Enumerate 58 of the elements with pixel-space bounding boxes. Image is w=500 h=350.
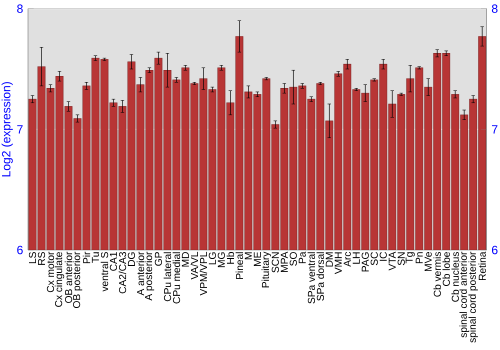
- x-tick-label: OB posterior: [72, 252, 82, 308]
- x-tick-label: SO: [290, 252, 297, 266]
- x-tick-label: Arc: [344, 252, 351, 267]
- x-tick-label: SN: [398, 252, 405, 266]
- x-tick-label: A anterior: [136, 252, 144, 296]
- x-tick-label: Pn: [416, 252, 423, 264]
- x-tick-label: Tu: [92, 252, 99, 263]
- x-tick-label: M: [244, 252, 252, 260]
- x-tick-label: LS: [28, 252, 36, 264]
- x-tick-label: MG: [218, 252, 225, 268]
- y2-tick-label: 6: [492, 246, 498, 254]
- x-tick-label: CPu lateral: [164, 252, 172, 302]
- x-tick-label: DM: [326, 252, 333, 267]
- y-tick-label: 7: [17, 125, 23, 134]
- x-tick-label: Cx motor: [46, 252, 54, 292]
- y2-tick-label: 8: [492, 4, 498, 13]
- x-tick-label: Tg: [406, 252, 415, 264]
- x-tick-label: spinal cord posterior: [468, 252, 478, 343]
- y2-tick-label: 7: [492, 125, 498, 134]
- x-tick-label: ventral S: [100, 252, 108, 292]
- x-tick-label: A posterior: [144, 252, 154, 301]
- x-tick-label: MPA: [280, 252, 288, 272]
- x-tick-label: RS: [38, 252, 46, 265]
- x-tick-label: Retina: [478, 252, 486, 280]
- x-tick-label: MD: [182, 252, 189, 267]
- x-tick-label: VMH: [334, 252, 342, 274]
- x-tick-label: LG: [208, 252, 216, 264]
- x-tick-label: VPM/VPL: [200, 252, 208, 296]
- x-tick-label: LH: [352, 252, 360, 264]
- x-tick-label: CA1: [110, 252, 118, 271]
- x-tick-label: SPa ventral: [308, 252, 316, 304]
- y-tick-label: 8: [17, 4, 23, 13]
- x-tick-label: PAG: [362, 252, 369, 272]
- x-tick-label: Pir: [82, 252, 90, 264]
- x-tick-label: DG: [128, 252, 136, 266]
- x-tick-label: Pituitary: [262, 252, 272, 288]
- x-tick-label: OB anterior: [64, 252, 72, 303]
- x-tick-label: Pineal: [236, 252, 244, 279]
- x-tick-label: VTA: [388, 252, 396, 271]
- x-tick-label: SCN: [272, 252, 279, 273]
- x-tick-label: SPa dorsal: [316, 252, 324, 301]
- x-tick-label: VA/VL: [190, 252, 198, 280]
- x-tick-label: spinal cord anterior: [459, 252, 469, 338]
- x-tick-label: CA2/CA3: [118, 252, 126, 294]
- x-tick-label: Cb lobe: [442, 252, 450, 286]
- y-axis-title: Log2 (expression): [2, 82, 13, 176]
- x-tick-label: CPu medial: [172, 252, 180, 304]
- y-tick-label: 6: [17, 246, 23, 254]
- x-tick-label: SC: [370, 252, 378, 266]
- x-tick-label: MVe: [424, 252, 432, 272]
- x-tick-label: Pa: [298, 252, 306, 264]
- x-tick-label: Cx cingulate: [54, 252, 64, 307]
- x-tick-label: Hb: [226, 252, 234, 264]
- x-tick-label: IC: [380, 252, 387, 261]
- x-tick-label: ME: [254, 252, 261, 266]
- x-tick-label: Cb nucleus: [451, 252, 459, 302]
- x-tick-label: GP: [154, 252, 162, 266]
- x-tick-label: Cb vermis: [433, 252, 441, 297]
